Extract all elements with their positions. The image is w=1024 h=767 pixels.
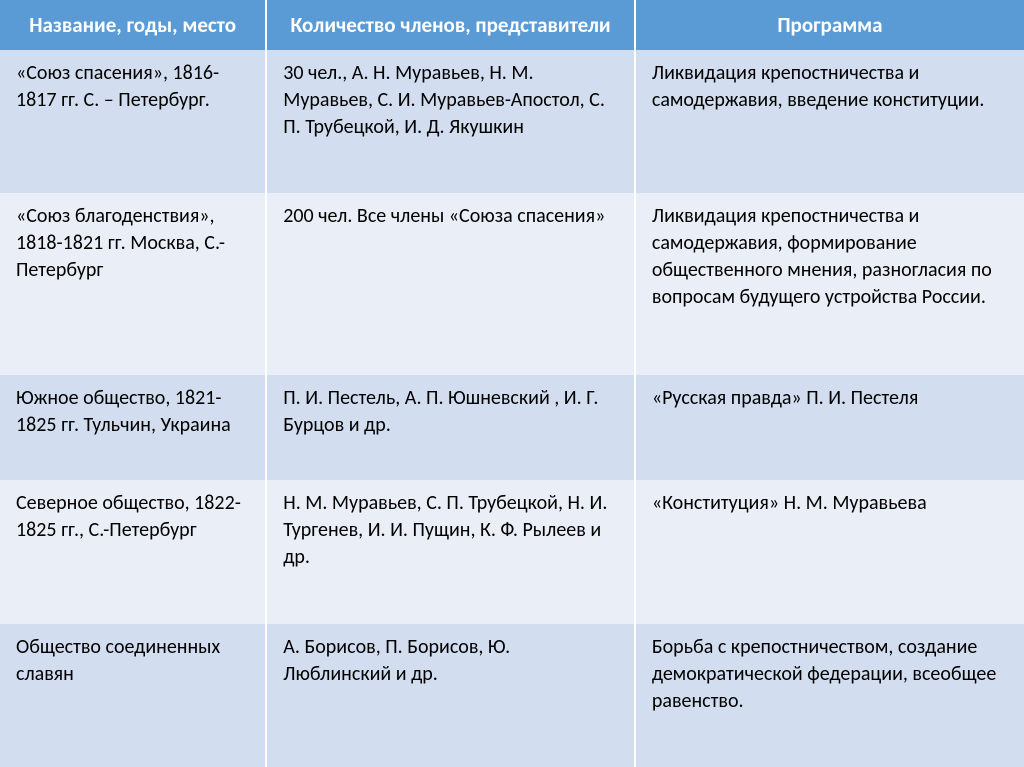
cell-members: Н. М. Муравьев, С. П. Трубецкой, Н. И. Т…: [266, 480, 635, 623]
cell-program: Ликвидация крепостничества и самодержави…: [635, 193, 1024, 375]
table-header-row: Название, годы, место Количество членов,…: [0, 0, 1024, 50]
cell-program: «Русская правда» П. И. Пестеля: [635, 375, 1024, 480]
table-row: «Союз спасения», 1816-1817 гг. С. – Пете…: [0, 50, 1024, 193]
table-row: Общество соединенных славян А. Борисов, …: [0, 624, 1024, 767]
cell-name: Общество соединенных славян: [0, 624, 266, 767]
cell-name: «Союз спасения», 1816-1817 гг. С. – Пете…: [0, 50, 266, 193]
cell-members: 30 чел., А. Н. Муравьев, Н. М. Муравьев,…: [266, 50, 635, 193]
cell-program: Ликвидация крепостничества и самодержави…: [635, 50, 1024, 193]
table-row: Северное общество, 1822-1825 гг., С.-Пет…: [0, 480, 1024, 623]
cell-name: Северное общество, 1822-1825 гг., С.-Пет…: [0, 480, 266, 623]
cell-program: «Конституция» Н. М. Муравьева: [635, 480, 1024, 623]
col-header-name: Название, годы, место: [0, 0, 266, 50]
societies-table: Название, годы, место Количество членов,…: [0, 0, 1024, 767]
cell-program: Борьба с крепостничеством, создание демо…: [635, 624, 1024, 767]
col-header-program: Программа: [635, 0, 1024, 50]
cell-name: Южное общество, 1821-1825 гг. Тульчин, У…: [0, 375, 266, 480]
cell-name: «Союз благоденствия», 1818-1821 гг. Моск…: [0, 193, 266, 375]
table-row: Южное общество, 1821-1825 гг. Тульчин, У…: [0, 375, 1024, 480]
col-header-members: Количество членов, представители: [266, 0, 635, 50]
cell-members: П. И. Пестель, А. П. Юшневский , И. Г. Б…: [266, 375, 635, 480]
table-row: «Союз благоденствия», 1818-1821 гг. Моск…: [0, 193, 1024, 375]
cell-members: А. Борисов, П. Борисов, Ю. Люблинский и …: [266, 624, 635, 767]
cell-members: 200 чел. Все члены «Союза спасения»: [266, 193, 635, 375]
